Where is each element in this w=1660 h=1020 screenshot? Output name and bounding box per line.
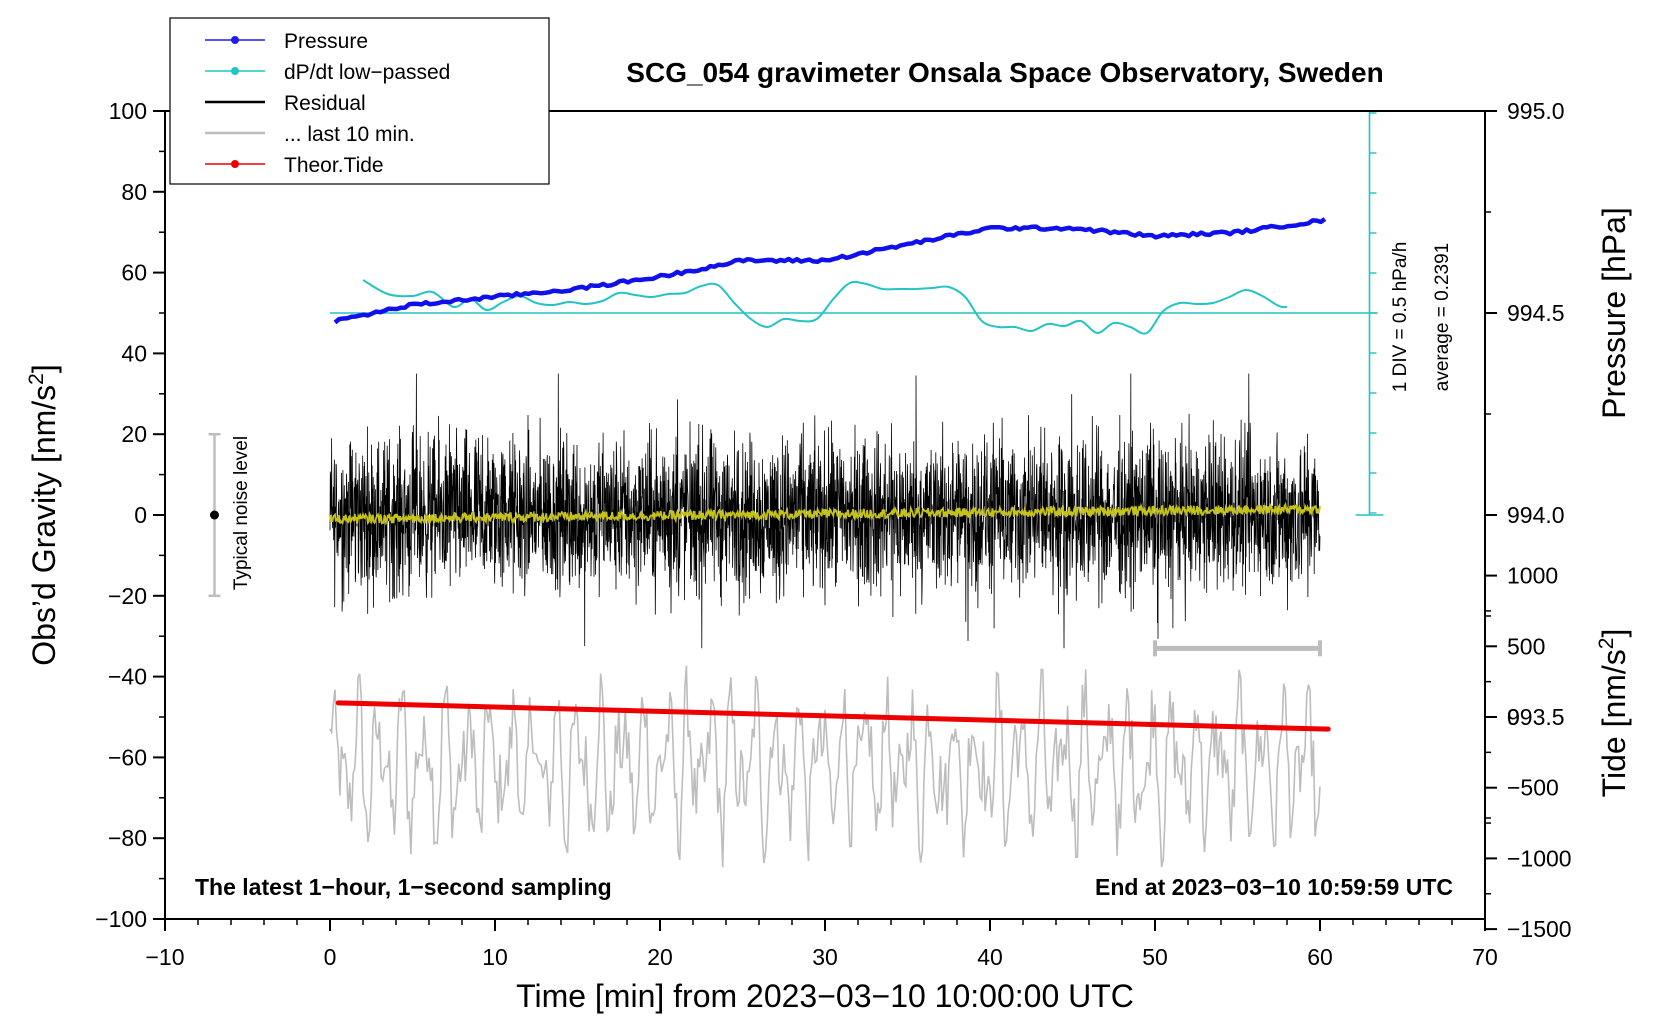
x-tick-label: 0 (324, 944, 337, 970)
legend-marker (231, 36, 239, 44)
pressure-tick-label: 993.5 (1507, 704, 1565, 730)
y-axis-title-pressure: Pressure [hPa] (1596, 207, 1632, 419)
tide-tick-label: 0 (1507, 704, 1520, 730)
pressure-tick-label: 995.0 (1507, 98, 1565, 124)
x-tick-label: 70 (1472, 944, 1498, 970)
y-left-tick-label: −60 (108, 744, 147, 770)
tide-tick-label: −500 (1507, 775, 1559, 801)
y-left-tick-label: 0 (134, 502, 147, 528)
pressure-series (333, 217, 1327, 325)
x-tick-label: 50 (1142, 944, 1168, 970)
x-tick-label: −10 (145, 944, 184, 970)
y-axis-title-tide-close: ] (1596, 629, 1632, 638)
residual-smoothed-series (329, 502, 1321, 526)
note-left: The latest 1−hour, 1−second sampling (195, 874, 612, 900)
legend-label: Residual (284, 92, 366, 115)
series-layer (208, 111, 1384, 868)
noise-level-label: Typical noise level (231, 436, 252, 590)
x-axis-title: Time [min] from 2023−03−10 10:00:00 UTC (516, 978, 1134, 1014)
y-left-tick-label: 100 (109, 98, 147, 124)
legend-marker (231, 160, 239, 168)
residual-series (329, 373, 1321, 649)
average-annotation: average = 0.2391 (1432, 243, 1453, 391)
legend-label: ... last 10 min. (284, 123, 415, 146)
x-tick-label: 30 (812, 944, 838, 970)
x-tick-label: 10 (482, 944, 508, 970)
last-10min-series (329, 665, 1321, 868)
tide-tick-label: 500 (1507, 633, 1545, 659)
legend-marker (231, 67, 239, 75)
y-left-tick-label: 20 (121, 421, 147, 447)
y-axis-title-left-sup: 2 (25, 373, 48, 385)
noise-bar-center (210, 510, 219, 520)
tide-tick-label: 1000 (1507, 563, 1558, 589)
note-right: End at 2023−03−10 10:59:59 UTC (1095, 874, 1453, 900)
legend-label: dP/dt low−passed (284, 61, 450, 84)
tide-tick-label: −1000 (1507, 845, 1572, 871)
y-left-tick-label: −100 (95, 906, 147, 932)
y-left-tick-label: −40 (108, 664, 147, 690)
legend-items: Pressure dP/dt low−passed Residual ... last… (205, 30, 450, 177)
div-annotation: 1 DIV = 0.5 hPa/h (1390, 242, 1411, 393)
y-axis-title-left-main: Obs’d Gravity [nm/s (26, 385, 62, 666)
tide-tick-label: −1500 (1507, 916, 1572, 942)
axes-layer: −10 0 10 20 30 40 50 60 70100806040200−20−40−60−… (95, 98, 1572, 970)
legend-label: Pressure (284, 30, 368, 53)
y-left-tick-label: 80 (121, 179, 147, 205)
y-axis-title-tide: Tide [nm/s2] (1595, 629, 1632, 798)
dpdt-series (362, 279, 1288, 335)
y-axis-title-tide-main: Tide [nm/s (1596, 649, 1632, 797)
tide-series (335, 700, 1331, 732)
y-left-tick-label: 60 (121, 260, 147, 286)
x-tick-label: 40 (977, 944, 1003, 970)
legend-label: Theor.Tide (284, 154, 384, 177)
y-left-tick-label: −80 (108, 825, 147, 851)
x-tick-label: 20 (647, 944, 673, 970)
legend: Pressure dP/dt low−passed Residual ... last… (169, 17, 550, 185)
y-left-tick-label: −20 (108, 583, 147, 609)
pressure-tick-label: 994.5 (1507, 300, 1565, 326)
x-tick-label: 60 (1307, 944, 1333, 970)
pressure-tick-label: 994.0 (1507, 502, 1565, 528)
y-left-tick-label: 40 (121, 340, 147, 366)
chart-title: SCG_054 gravimeter Onsala Space Observat… (626, 57, 1383, 88)
y-axis-title-tide-sup: 2 (1595, 638, 1618, 650)
y-axis-title-left: Obs’d Gravity [nm/s2] (25, 364, 62, 666)
y-axis-title-left-close: ] (26, 364, 62, 373)
